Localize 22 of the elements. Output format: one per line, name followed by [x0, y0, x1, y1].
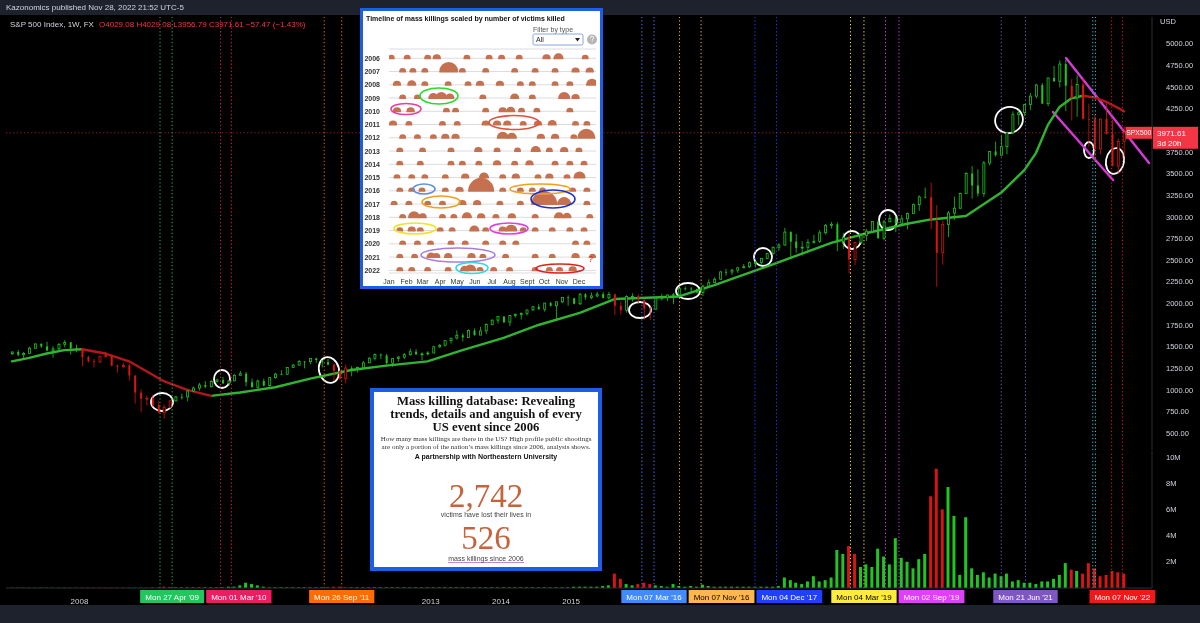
ref-line-label: 3971.61: [1157, 128, 1187, 138]
ref-line-label: Mon 27 Apr '09: [145, 592, 200, 602]
annotation: 526: [461, 520, 511, 556]
ref-line-label: Mon 21 Jun '21: [998, 592, 1054, 602]
x-tick-label: 2014: [492, 596, 511, 606]
ref-line-label: Mon 26 Sep '11: [314, 592, 370, 602]
ref-line-label: Mon 04 Mar '19: [836, 592, 893, 602]
text: Mass killing database: Revealing trends, details and anguish of every US event since 2006: [390, 394, 582, 434]
ref-line-label: Mon 04 Dec '17: [761, 592, 818, 602]
ref-line-label: Mon 07 Nov '16: [693, 592, 750, 602]
chart-title: S&P 500 Index, 1W, FX: [10, 20, 95, 29]
annotation: O4029.08 H4029.08 L3956.79 C3971.61 −57.47 (−1.43%): [99, 20, 306, 29]
ref-line-label: Mon 07 Mar '16: [626, 592, 683, 602]
ref-line-label: Mon 02 Sep '19: [903, 592, 960, 602]
ref-line-label: Mon 07 Nov '22: [1094, 592, 1151, 602]
ref-line-label: Mon 01 Mar '10: [211, 592, 268, 602]
text: Kazonomics published Nov 28, 2022 21:52 UTC-5: [6, 3, 185, 12]
x-tick-label: 2013: [421, 596, 441, 606]
x-tick-label: 2008: [70, 596, 89, 606]
annotation: ?: [588, 254, 594, 264]
text: 3d 20h: [1157, 138, 1182, 148]
x-tick-label: 2015: [562, 596, 581, 606]
